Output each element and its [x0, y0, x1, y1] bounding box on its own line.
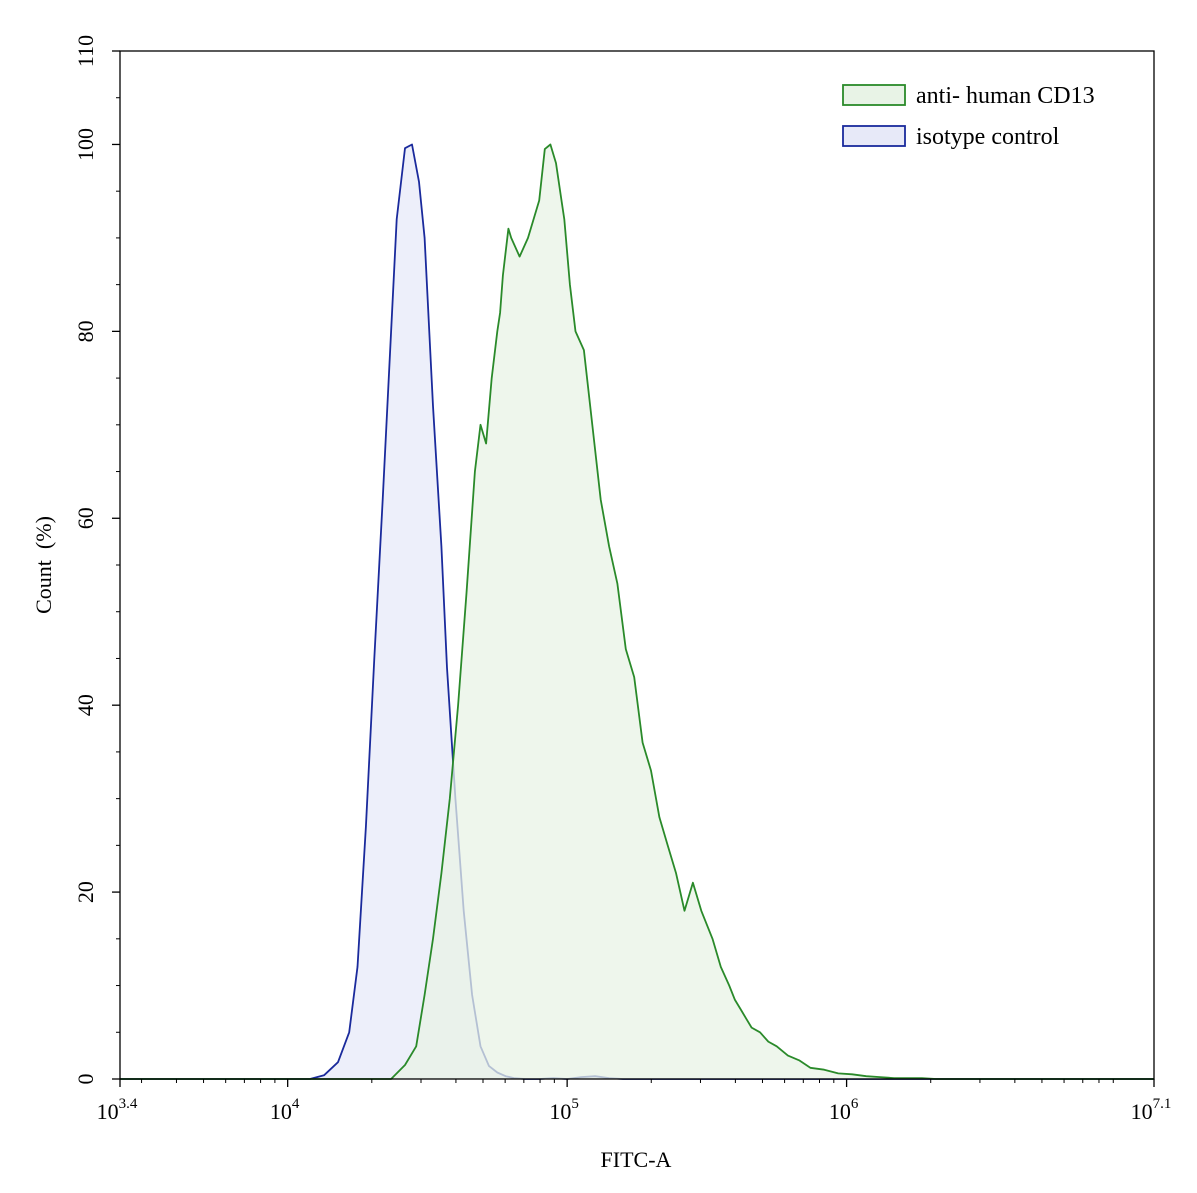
- y-tick-label-0: 0: [73, 1074, 98, 1085]
- y-tick-label-6: 110: [73, 35, 98, 67]
- y-axis-label: Count (%): [31, 516, 56, 614]
- legend-label-0: anti- human CD13: [916, 83, 1095, 109]
- legend-label-1: isotype control: [916, 124, 1060, 150]
- y-tick-label-1: 20: [73, 881, 98, 903]
- legend-swatch-1: [842, 125, 906, 147]
- x-tick-label-4: 107.1: [1131, 1096, 1172, 1124]
- legend-swatch-0: [842, 84, 906, 106]
- x-tick-label-0: 103.4: [97, 1096, 138, 1124]
- series-area-1: [120, 144, 1154, 1079]
- x-tick-label-2: 105: [549, 1096, 579, 1124]
- x-tick-label-1: 104: [270, 1096, 300, 1124]
- y-tick-label-5: 100: [73, 128, 98, 161]
- y-tick-label-3: 60: [73, 507, 98, 529]
- y-tick-label-2: 40: [73, 694, 98, 716]
- legend: anti- human CD13 isotype control: [842, 83, 1095, 150]
- series-area-0: [120, 144, 1154, 1079]
- axis-layer: 103.4 104 105 106 107.1 0 20 40 60 80 100 110: [73, 35, 1171, 1124]
- x-axis-label: FITC-A: [601, 1147, 672, 1172]
- y-tick-label-4: 80: [73, 320, 98, 342]
- x-tick-label-3: 106: [829, 1096, 859, 1124]
